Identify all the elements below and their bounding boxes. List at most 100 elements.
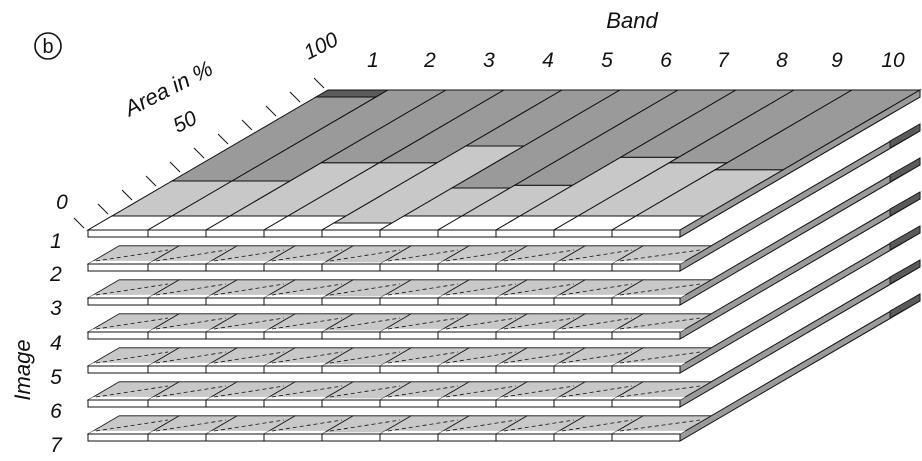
band-label: 7 (717, 49, 730, 72)
slab-band-white (496, 328, 560, 332)
slab-dashed-divider (445, 419, 517, 432)
slab-dashed-divider (95, 419, 169, 432)
slab-band-white (206, 328, 270, 332)
band-label: 2 (423, 49, 436, 72)
slab-band-white (264, 430, 328, 434)
slab-dashed-divider (271, 317, 343, 330)
slab-band-white (438, 396, 502, 400)
slab-band-white (554, 294, 618, 298)
slab-band-white (438, 430, 502, 434)
slab-dashed-divider (271, 249, 343, 262)
slab-band-white (380, 362, 444, 366)
slab-dashed-divider (155, 419, 227, 432)
band-label: 5 (601, 49, 613, 72)
band-label: 1 (367, 49, 379, 72)
image-label: 4 (50, 332, 62, 355)
image-label: 1 (50, 230, 62, 253)
slab-dashed-divider (561, 351, 633, 364)
slab-band-white (438, 362, 502, 366)
slab-dashed-divider (387, 351, 459, 364)
area-tick-mark (217, 133, 229, 145)
area-tick-mark (265, 105, 277, 117)
image-slab (86, 157, 921, 306)
panel-label: b (34, 32, 62, 60)
slab-dashed-divider (213, 419, 285, 432)
slab-dashed-divider (445, 385, 517, 398)
slab-band-white (206, 396, 270, 400)
slab-dashed-divider (213, 283, 285, 296)
slab-dashed-divider (387, 419, 459, 432)
slab-dashed-divider (213, 351, 285, 364)
slab-dashed-divider (503, 351, 575, 364)
band-label: 9 (831, 49, 843, 72)
slab-dashed-divider (561, 385, 633, 398)
slab-side-cap (889, 293, 921, 319)
area-tick-50: 50 (169, 107, 201, 138)
slab-dashed-divider (445, 317, 517, 330)
slab-dashed-divider (387, 249, 459, 262)
slab-dashed-divider (95, 351, 169, 364)
slab-side-cap (889, 191, 921, 217)
slab-band-white (438, 294, 502, 298)
slab-dashed-divider (329, 351, 401, 364)
slab-band-white (496, 430, 560, 434)
slab-dashed-divider (561, 419, 633, 432)
area-tick-mark (313, 77, 325, 89)
slab-band-white (380, 430, 444, 434)
slab-dashed-divider (387, 283, 459, 296)
image-label: 3 (50, 297, 62, 320)
slab-band-white (264, 396, 328, 400)
slab-front-face (87, 263, 681, 272)
slab-band-white (496, 294, 560, 298)
slab-dashed-divider (271, 385, 343, 398)
image-slab (86, 123, 921, 272)
slab-band-white (612, 362, 686, 366)
slab-band-white (264, 260, 328, 264)
slab-band-white (206, 294, 270, 298)
image-slab (86, 259, 921, 408)
slab-band-white (264, 294, 328, 298)
slab-dashed-divider (213, 385, 285, 398)
slab-band-white (438, 328, 502, 332)
slab-side-cap (889, 259, 921, 285)
area-tick-mark (241, 119, 253, 131)
slab-dashed-divider (329, 249, 401, 262)
area-tick-mark (289, 91, 301, 103)
slab-dashed-divider (445, 351, 517, 364)
slab-dashed-divider (329, 283, 401, 296)
slab-dashed-divider (95, 385, 169, 398)
slab-band-white (380, 260, 444, 264)
panel-label-text: b (42, 36, 53, 58)
slab-dashed-divider (503, 317, 575, 330)
slab-band-white (148, 396, 212, 400)
area-tick-mark (97, 203, 109, 215)
band-label: 4 (542, 49, 554, 72)
slab-dashed-divider (561, 249, 633, 262)
area-axis-ticks (73, 77, 325, 229)
band-label: 6 (660, 49, 672, 72)
slab-dashed-divider (445, 283, 517, 296)
area-tick-mark (145, 175, 157, 187)
slab-dashed-divider (329, 317, 401, 330)
slab-band-white (148, 294, 212, 298)
slab-band-white (148, 328, 212, 332)
slab-band-white (496, 260, 560, 264)
slab-side-cap (889, 225, 921, 251)
slab-band-white (554, 396, 618, 400)
slab-band-white (554, 260, 618, 264)
image-labels: 1 2 3 4 5 6 7 (49, 230, 63, 457)
image-slab (86, 191, 921, 340)
slab-band-white (206, 362, 270, 366)
slab-band-white (612, 260, 686, 264)
slab-dashed-divider (95, 249, 169, 262)
band-label: 8 (776, 49, 788, 72)
slab-band-white (88, 362, 154, 366)
slab-band-white (88, 430, 154, 434)
slab-band-white (612, 294, 686, 298)
area-tick-0: 0 (56, 191, 68, 214)
area-grid-top (86, 89, 922, 238)
slab-dashed-divider (155, 317, 227, 330)
slab-dashed-divider (503, 249, 575, 262)
slab-band-white (264, 328, 328, 332)
